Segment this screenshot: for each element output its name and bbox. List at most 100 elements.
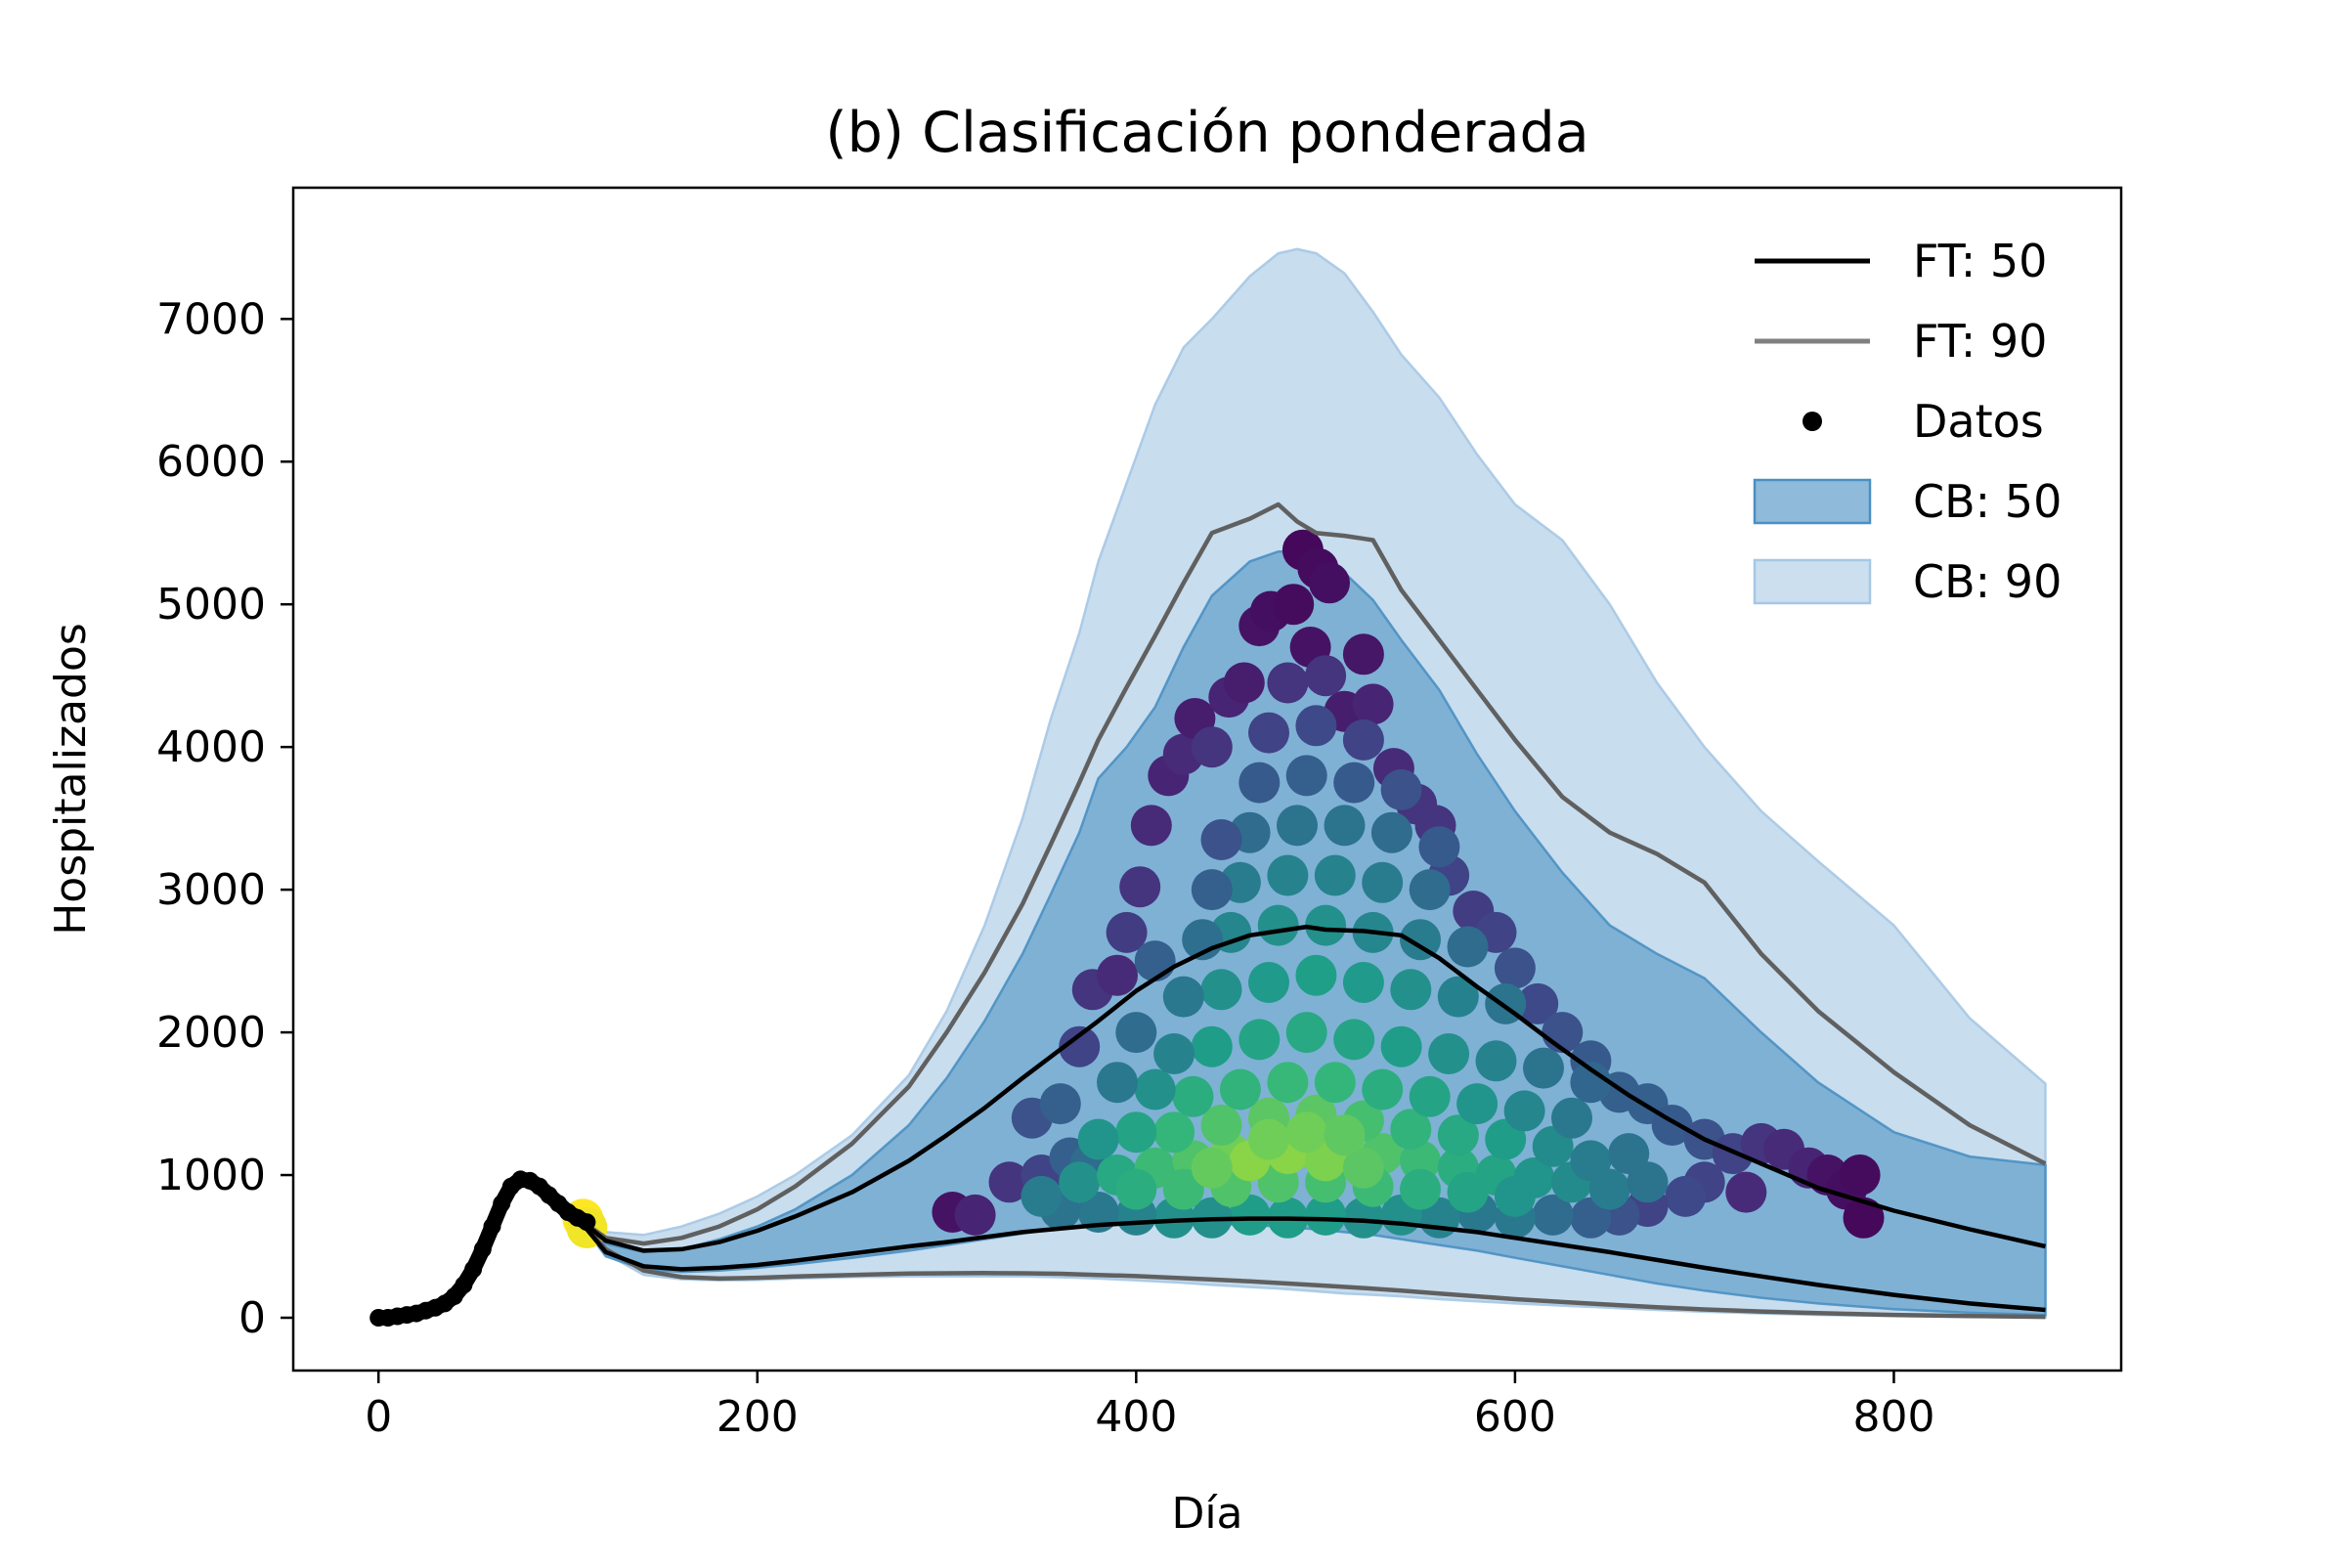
scatter-point <box>1447 926 1489 968</box>
scatter-point <box>1134 1068 1176 1111</box>
scatter-point <box>1390 1109 1432 1151</box>
scatter-point <box>1285 755 1327 797</box>
scatter-point <box>1400 1168 1441 1210</box>
scatter-point <box>1418 826 1460 868</box>
scatter-point <box>1059 1025 1101 1067</box>
scatter-point <box>1342 1147 1384 1189</box>
scatter-point <box>1295 705 1337 747</box>
scatter-point <box>1314 1062 1356 1104</box>
scatter-point <box>1570 1140 1612 1182</box>
x-tick-label: 0 <box>365 1392 392 1442</box>
scatter-point <box>1475 1040 1517 1082</box>
scatter-point <box>1342 1197 1384 1239</box>
scatter-point <box>1130 805 1172 847</box>
scatter-point <box>1409 1075 1451 1117</box>
scatter-point <box>1267 854 1309 896</box>
scatter-point <box>1257 904 1299 946</box>
scatter-point <box>1153 1111 1195 1154</box>
datos-point <box>473 1240 492 1258</box>
scatter-point <box>1570 1062 1612 1104</box>
scatter-point <box>954 1194 996 1236</box>
scatter-point <box>1295 954 1337 996</box>
scatter-point <box>1248 1118 1289 1160</box>
scatter-point <box>1097 954 1138 996</box>
legend-swatch-cb-90 <box>1753 558 1872 605</box>
x-axis: 0 200 400 600 800 <box>365 1371 1934 1442</box>
scatter-point <box>1839 1154 1881 1196</box>
datos-point <box>578 1213 596 1232</box>
scatter-point <box>1172 1075 1214 1117</box>
scatter-point <box>1725 1171 1767 1213</box>
scatter-point <box>988 1161 1030 1203</box>
scatter-point <box>1380 768 1422 810</box>
scatter-point <box>1200 819 1242 860</box>
scatter-point <box>1191 726 1233 768</box>
x-tick-label: 800 <box>1852 1392 1934 1442</box>
y-tick-label: 6000 <box>156 437 266 487</box>
plot-frame <box>291 186 2123 1372</box>
ft90-line-upper <box>576 501 2047 1246</box>
scatter-point <box>1106 911 1148 953</box>
scatter-point <box>1191 869 1233 911</box>
scatter-point <box>1305 1194 1347 1236</box>
y-axis-label: Hospitalizados <box>46 623 96 936</box>
datos-layer <box>369 1170 596 1327</box>
scatter-point <box>1523 1047 1564 1089</box>
datos-point <box>464 1260 483 1279</box>
legend: FT: 50 FT: 90 Datos CB: 50 CB: 90 <box>1753 235 2062 608</box>
scatter-point <box>1077 1118 1119 1160</box>
y-tick-label: 4000 <box>156 722 266 772</box>
scatter-point <box>1039 1083 1081 1125</box>
x-tick-label: 400 <box>1095 1392 1177 1442</box>
scatter-point <box>1267 662 1309 704</box>
legend-label-ft-90: FT: 90 <box>1913 315 2047 368</box>
scatter-point <box>1447 1171 1489 1213</box>
ft50-line-lower <box>575 1216 2046 1313</box>
scatter-point <box>1200 1105 1242 1146</box>
scatter-point <box>1238 1019 1281 1061</box>
legend-swatch-cb-50 <box>1753 478 1872 525</box>
y-tick-label: 0 <box>239 1293 266 1343</box>
legend-label-ft-50: FT: 50 <box>1913 235 2047 287</box>
scatter-point <box>1238 762 1281 804</box>
scatter-point <box>1494 947 1536 989</box>
scatter-point <box>1843 1197 1885 1239</box>
legend-label-cb-90: CB: 90 <box>1913 555 2062 608</box>
scatter-point <box>1309 562 1350 604</box>
scatter-point <box>1119 866 1161 908</box>
datos-point <box>483 1217 501 1236</box>
scatter-point <box>1428 1033 1470 1074</box>
datos-point <box>493 1195 511 1213</box>
scatter-point <box>1333 1019 1375 1061</box>
scatter-point <box>1342 962 1384 1003</box>
scatter-point <box>1456 1083 1499 1125</box>
scatter-point <box>1191 1147 1233 1189</box>
scatter-point <box>1409 869 1451 911</box>
y-tick-label: 2000 <box>156 1008 266 1058</box>
scatter-point <box>1532 1194 1574 1236</box>
scatter-point <box>1400 1140 1441 1182</box>
scatter-point <box>1115 1168 1157 1210</box>
legend-label-cb-50: CB: 50 <box>1913 475 2062 528</box>
x-tick-label: 600 <box>1474 1392 1556 1442</box>
scatter-point <box>1305 655 1347 697</box>
scatter-point <box>1517 982 1559 1024</box>
scatter-point <box>1115 1111 1157 1154</box>
scatter-point <box>1342 719 1384 761</box>
scatter-point <box>1362 861 1404 903</box>
scatter-point <box>1333 762 1375 804</box>
scatter-point <box>1191 1025 1233 1067</box>
scatter-point <box>1352 683 1394 725</box>
scatter-point <box>1665 1175 1707 1217</box>
datos-point <box>455 1276 473 1294</box>
chart-title: (b) Clasificación ponderada <box>825 101 1588 165</box>
scatter-point <box>1608 1133 1650 1175</box>
scatter-point <box>1314 854 1356 896</box>
legend-label-datos: Datos <box>1913 395 2044 448</box>
scatter-point <box>1400 919 1441 961</box>
scatter-point <box>1324 805 1366 847</box>
scatter-point <box>1285 1012 1327 1054</box>
scatter-point <box>1551 1097 1592 1139</box>
